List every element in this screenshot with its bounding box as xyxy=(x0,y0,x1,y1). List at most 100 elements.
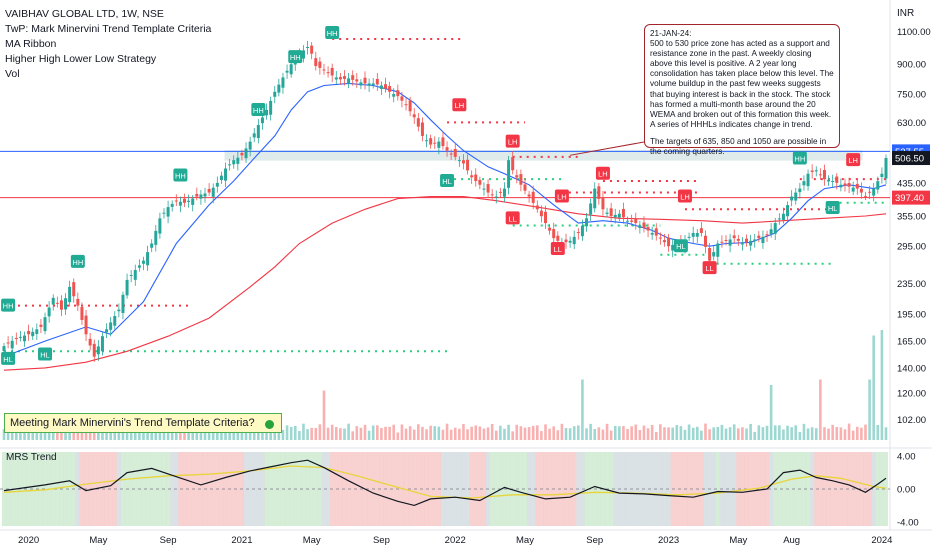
mrs-background-bar xyxy=(465,452,470,526)
mrs-background-bar xyxy=(818,452,823,526)
mrs-background-bar xyxy=(711,452,716,526)
candle-body xyxy=(109,322,113,330)
volume-bar xyxy=(769,385,773,440)
candle-body xyxy=(174,200,178,202)
mrs-background-bar xyxy=(428,452,433,526)
mrs-background-bar xyxy=(789,452,794,526)
mrs-background-bar xyxy=(223,452,228,526)
pivot-badge xyxy=(677,189,692,203)
pivot-badge xyxy=(173,168,188,182)
volume-bar xyxy=(146,427,149,440)
candle-body xyxy=(334,77,338,80)
candle-body xyxy=(810,170,814,172)
volume-bar xyxy=(195,427,199,440)
volume-bar xyxy=(577,425,580,440)
mrs-background-bar xyxy=(26,452,31,526)
sma-line xyxy=(3,196,887,371)
symbol-title[interactable]: VAIBHAV GLOBAL LTD, 1W, NSE xyxy=(5,8,164,20)
candle-body xyxy=(884,158,888,179)
candle-body xyxy=(80,307,84,320)
candle-body xyxy=(43,317,47,332)
mrs-background-bar xyxy=(801,452,807,526)
candle-body xyxy=(433,142,437,144)
candle-body xyxy=(10,340,14,349)
mrs-background-bar xyxy=(871,452,876,526)
candle-body xyxy=(195,193,199,197)
volume-bar xyxy=(314,427,318,440)
y-tick-label: 750.00 xyxy=(897,89,926,100)
indicator-volume[interactable]: Vol xyxy=(5,68,20,80)
candle-body xyxy=(585,218,589,227)
indicator-minervini[interactable]: TwP: Mark Minervini Trend Template Crite… xyxy=(5,23,212,35)
candle-body xyxy=(388,86,392,92)
volume-bar xyxy=(519,426,523,440)
mrs-background-bar xyxy=(313,452,318,526)
volume-bar xyxy=(474,425,478,440)
volume-bar xyxy=(376,425,379,440)
currency-label[interactable]: INR xyxy=(897,8,915,19)
candle-body xyxy=(482,188,486,190)
volume-bar xyxy=(749,423,752,440)
candle-body xyxy=(84,315,88,335)
volume-bar xyxy=(240,426,244,440)
candle-body xyxy=(396,90,400,97)
candle-body xyxy=(855,183,859,189)
volume-bar xyxy=(458,428,461,440)
mrs-background-bar xyxy=(153,452,158,526)
candle-body xyxy=(224,168,228,181)
x-tick-label: 2022 xyxy=(445,535,466,546)
candle-body xyxy=(96,346,100,355)
candle-body xyxy=(129,274,133,276)
candle-body xyxy=(150,243,154,248)
candle-body xyxy=(392,93,396,97)
candle-body xyxy=(379,85,383,89)
note-connector xyxy=(569,141,645,156)
volume-bar xyxy=(125,428,129,440)
candle-body xyxy=(568,240,572,243)
analysis-note[interactable]: 21-JAN-24: 500 to 530 price zone has act… xyxy=(644,24,840,156)
pivot-label: HH xyxy=(3,302,14,311)
candle-body xyxy=(55,302,59,304)
volume-bar xyxy=(121,426,125,440)
volume-bar xyxy=(843,429,847,440)
pivot-badge xyxy=(595,166,610,180)
candle-body xyxy=(831,181,835,183)
note-body: 500 to 530 price zone has acted as a sup… xyxy=(650,39,834,129)
volume-bar xyxy=(860,427,863,440)
mrs-background-bar xyxy=(444,452,450,526)
candle-body xyxy=(863,196,867,198)
pivot-badge xyxy=(288,50,303,64)
volume-bar xyxy=(179,426,182,440)
candle-body xyxy=(113,316,117,326)
volume-bar xyxy=(663,427,666,440)
mrs-y-tick-label: 0.00 xyxy=(897,485,916,496)
candle-body xyxy=(523,184,527,191)
candle-body xyxy=(650,232,654,235)
indicator-hhll[interactable]: Higher High Lower Low Strategy xyxy=(5,53,157,65)
candle-body xyxy=(593,188,597,209)
mrs-background-bar xyxy=(38,452,44,526)
candle-body xyxy=(667,237,671,247)
mrs-background-bar xyxy=(547,452,552,526)
volume-bar xyxy=(593,428,597,440)
mrs-background-bar xyxy=(194,452,199,526)
candle-body xyxy=(252,133,256,138)
candle-body xyxy=(658,237,662,239)
candle-body xyxy=(183,198,187,203)
candle-body xyxy=(732,235,736,239)
candle-body xyxy=(638,225,642,229)
pivot-label: LL xyxy=(554,245,562,254)
volume-bar xyxy=(470,426,473,440)
indicator-ma-ribbon[interactable]: MA Ribbon xyxy=(5,38,57,50)
candle-body xyxy=(166,207,170,217)
volume-bar xyxy=(536,425,539,440)
volume-bar xyxy=(515,424,519,440)
volume-bar xyxy=(835,426,839,440)
volume-bar xyxy=(544,424,547,440)
pivot-badge xyxy=(702,261,717,275)
volume-bar xyxy=(634,424,638,440)
candle-body xyxy=(441,137,445,147)
candle-body xyxy=(790,196,794,201)
volume-bar xyxy=(244,427,248,440)
